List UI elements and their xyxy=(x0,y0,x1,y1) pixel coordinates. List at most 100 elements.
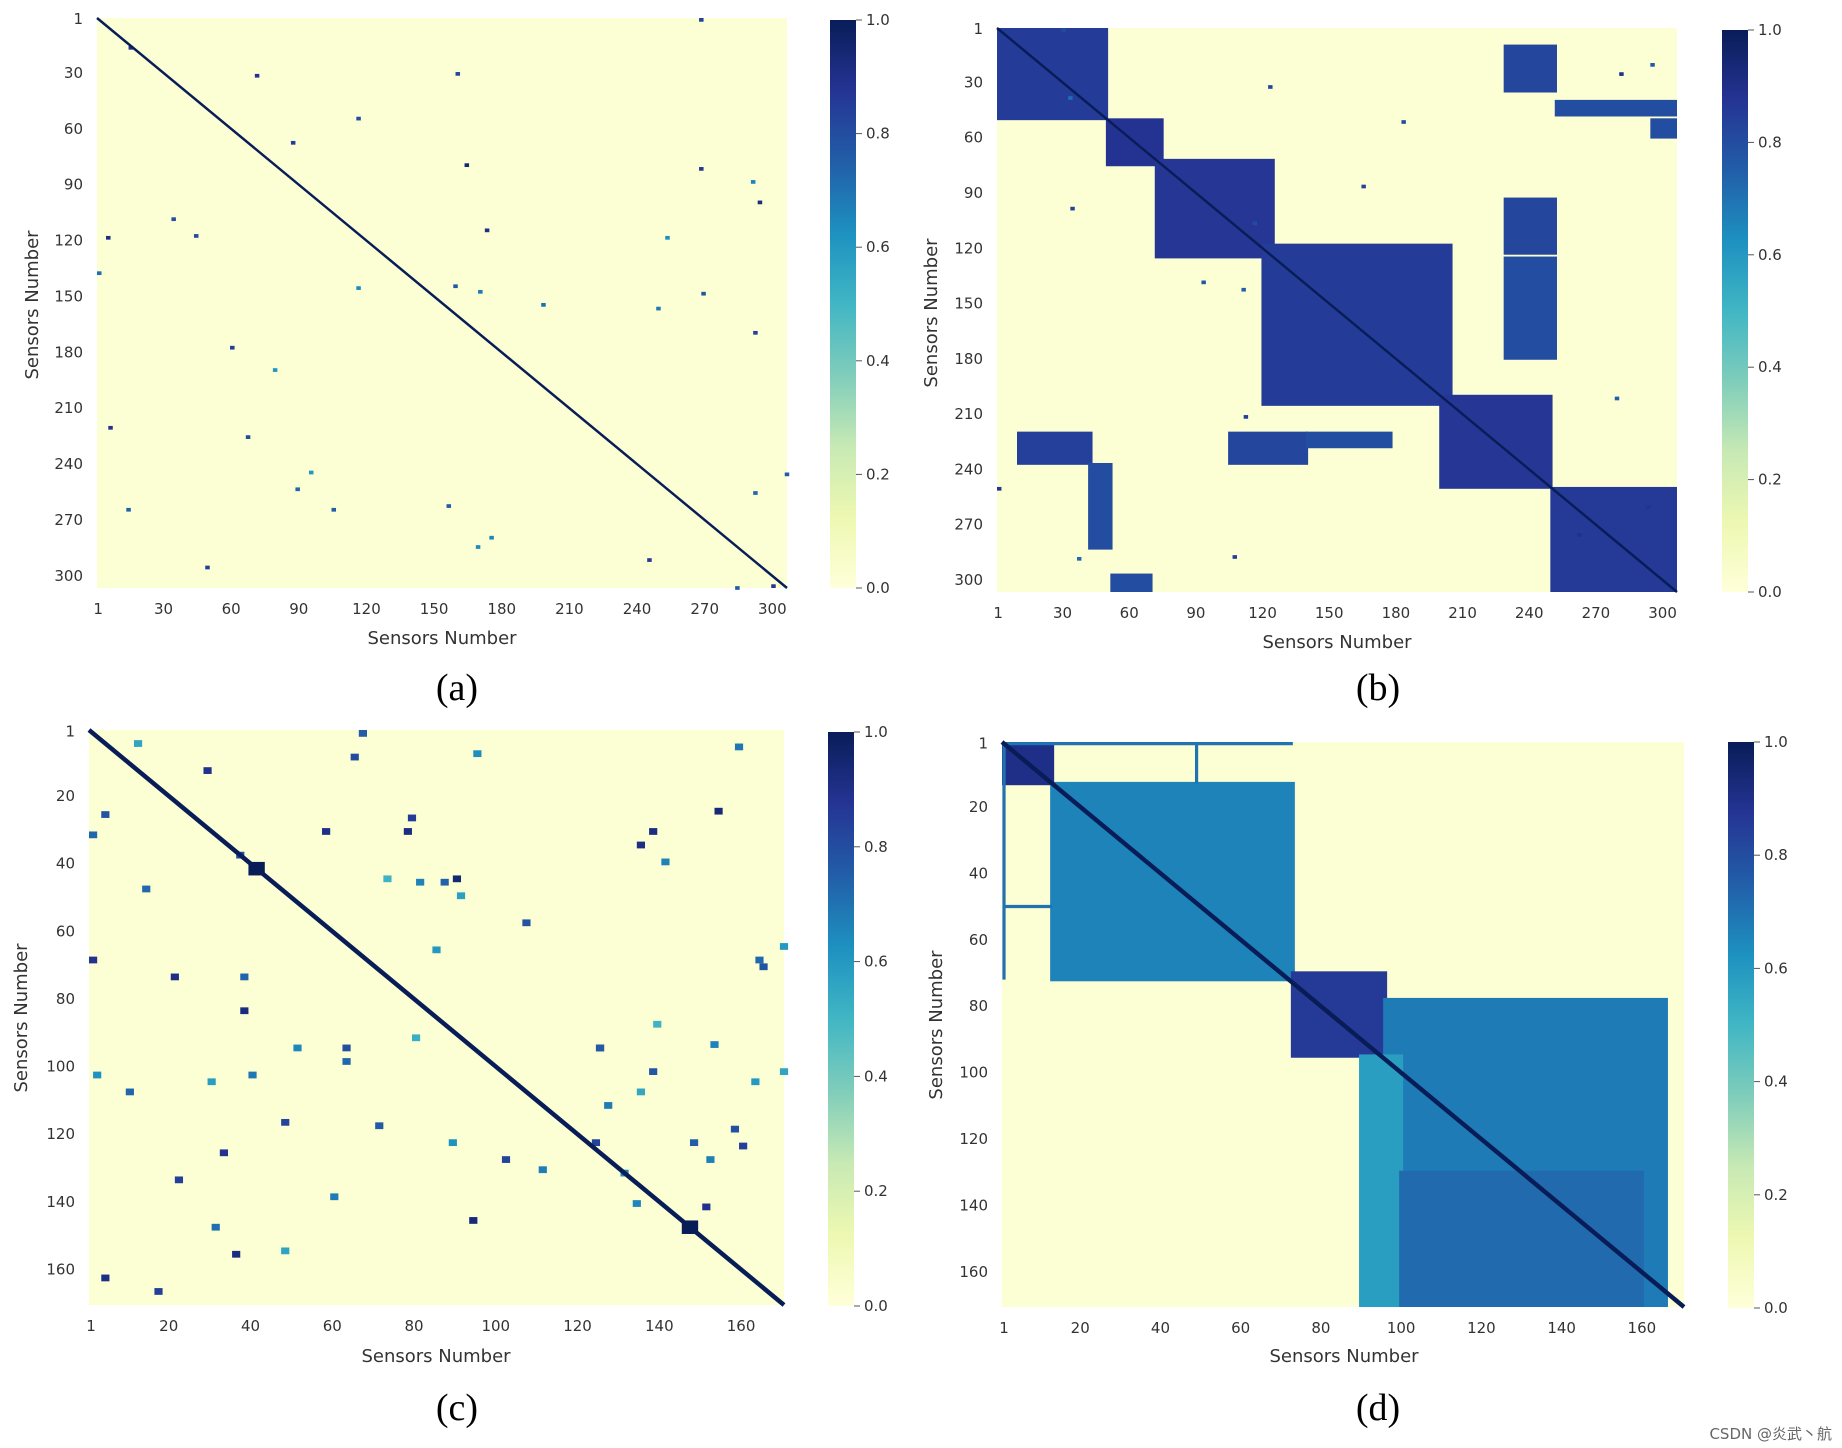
scatter-cell-a xyxy=(254,73,260,78)
colorbar-gradient-b xyxy=(1722,30,1748,592)
x-tick-label-a: 240 xyxy=(623,600,652,618)
scatter-cell-c xyxy=(125,1088,134,1096)
panel-b: 1 1 30 30 60 60 90 90 120 120 150 150 180 180 210 210 24… xyxy=(921,20,1782,709)
y-tick-label-b: 240 xyxy=(954,460,983,478)
colorbar-gradient-d xyxy=(1728,742,1754,1308)
scatter-cell-c xyxy=(89,956,98,964)
scatter-cell-a xyxy=(478,289,483,294)
correlation-block-b-16 xyxy=(1650,118,1677,139)
x-tick-label-b: 240 xyxy=(1515,604,1544,622)
colorbar-tick-label-c: 0.2 xyxy=(864,1182,888,1200)
y-tick-label-b: 90 xyxy=(964,184,983,202)
heatmap-b: 1 1 30 30 60 60 90 90 120 120 150 150 180 180 210 210 24… xyxy=(954,20,1678,622)
correlation-block-d-3 xyxy=(1290,971,1388,1058)
scatter-cell-c xyxy=(649,828,658,835)
scatter-cell-b xyxy=(1361,184,1366,189)
y-tick-label-a: 300 xyxy=(54,567,83,585)
scatter-cell-c xyxy=(456,892,466,900)
scatter-cell-c xyxy=(710,1041,719,1048)
x-tick-label-d: 20 xyxy=(1071,1319,1090,1337)
colorbar-tick-label-b: 0.8 xyxy=(1758,133,1782,151)
scatter-cell-b xyxy=(1252,221,1257,226)
scatter-cell-c xyxy=(755,956,764,964)
scatter-cell-c xyxy=(739,1142,748,1150)
colorbar-tick-label-b: 0.6 xyxy=(1758,246,1782,264)
scatter-cell-a xyxy=(290,140,296,145)
colorbar-tick-label-a: 1.0 xyxy=(866,11,890,29)
x-tick-label-a: 300 xyxy=(758,600,787,618)
scatter-cell-c xyxy=(538,1166,547,1174)
panel-a: 1 1 30 30 60 60 90 90 120 120 150 150 180 180 210 210 24… xyxy=(22,10,890,709)
scatter-cell-c xyxy=(448,1139,457,1147)
colorbar-gradient-c xyxy=(828,732,854,1306)
scatter-cell-a xyxy=(295,487,300,492)
scatter-cell-c xyxy=(170,973,179,981)
scatter-cell-a xyxy=(356,286,361,290)
y-tick-label-d: 60 xyxy=(969,931,988,949)
scatter-cell-c xyxy=(154,1288,163,1295)
scatter-cell-a xyxy=(97,271,102,276)
x-tick-label-b: 210 xyxy=(1448,604,1477,622)
y-tick-label-b: 150 xyxy=(954,295,983,313)
y-tick-label-b: 1 xyxy=(973,20,983,38)
scatter-cell-a xyxy=(699,18,704,22)
panel-caption-c: (c) xyxy=(436,1387,478,1429)
scatter-cell-a xyxy=(453,284,458,289)
scatter-cell-b xyxy=(1645,505,1651,510)
scatter-cell-a xyxy=(753,491,758,495)
scatter-cell-c xyxy=(714,807,723,815)
correlation-block-b-8 xyxy=(1503,197,1557,255)
x-tick-label-a: 180 xyxy=(487,600,516,618)
scatter-cell-c xyxy=(706,1156,715,1163)
scatter-cell-c xyxy=(689,1139,699,1147)
x-tick-label-d: 60 xyxy=(1231,1319,1250,1337)
colorbar-tick-label-a: 0.6 xyxy=(866,238,890,256)
y-tick-label-a: 180 xyxy=(54,343,83,361)
scatter-cell-c xyxy=(240,1007,249,1015)
y-tick-label-a: 150 xyxy=(54,287,83,305)
x-tick-label-a: 90 xyxy=(289,600,308,618)
scatter-cell-c xyxy=(281,1247,290,1255)
scatter-cell-c xyxy=(734,743,744,751)
x-tick-label-b: 120 xyxy=(1248,604,1277,622)
diagonal-line-d xyxy=(1000,740,1686,1309)
diagonal-line-c xyxy=(87,728,786,1307)
y-tick-label-a: 30 xyxy=(64,64,83,82)
scatter-cell-c xyxy=(440,878,449,886)
colorbar-tick-label-d: 0.8 xyxy=(1764,846,1788,864)
scatter-cell-c xyxy=(322,828,331,835)
scatter-cell-a xyxy=(699,167,704,171)
y-tick-label-b: 300 xyxy=(954,571,983,589)
x-tick-label-d: 160 xyxy=(1628,1319,1657,1337)
y-axis-label-d: Sensors Number xyxy=(926,950,947,1100)
heatmap-d: 1120204040606080801001001201201401401601… xyxy=(959,735,1686,1337)
scatter-cell-c xyxy=(248,1071,257,1079)
x-axis-label-b: Sensors Number xyxy=(1262,632,1412,653)
scatter-cell-c xyxy=(342,1058,351,1065)
scatter-cell-c xyxy=(203,767,212,774)
y-tick-label-c: 120 xyxy=(46,1125,75,1143)
scatter-cell-c xyxy=(232,1250,241,1258)
y-tick-label-c: 20 xyxy=(56,787,75,805)
scatter-cell-c xyxy=(211,1223,220,1231)
scatter-cell-c xyxy=(101,811,110,818)
y-tick-label-a: 270 xyxy=(54,511,83,529)
y-tick-label-d: 120 xyxy=(959,1130,988,1148)
x-tick-label-c: 20 xyxy=(159,1317,178,1335)
scatter-cell-c xyxy=(661,858,670,866)
scatter-cell-b xyxy=(1070,206,1075,211)
scatter-cell-c xyxy=(636,841,645,849)
correlation-block-b-11 xyxy=(1228,431,1309,465)
scatter-cell-b xyxy=(997,486,1002,491)
x-tick-label-b: 1 xyxy=(993,604,1003,622)
scatter-cell-b xyxy=(1650,63,1655,67)
colorbar-tick-label-d: 0.6 xyxy=(1764,959,1788,977)
x-axis-label-c: Sensors Number xyxy=(361,1346,511,1367)
x-tick-label-b: 180 xyxy=(1382,604,1411,622)
correlation-block-b-7 xyxy=(1503,44,1557,93)
y-tick-label-c: 80 xyxy=(56,990,75,1008)
y-tick-label-b: 120 xyxy=(954,239,983,257)
scatter-cell-c xyxy=(330,1193,339,1201)
scatter-cell-c xyxy=(350,753,359,761)
scatter-cell-b xyxy=(1614,396,1620,401)
